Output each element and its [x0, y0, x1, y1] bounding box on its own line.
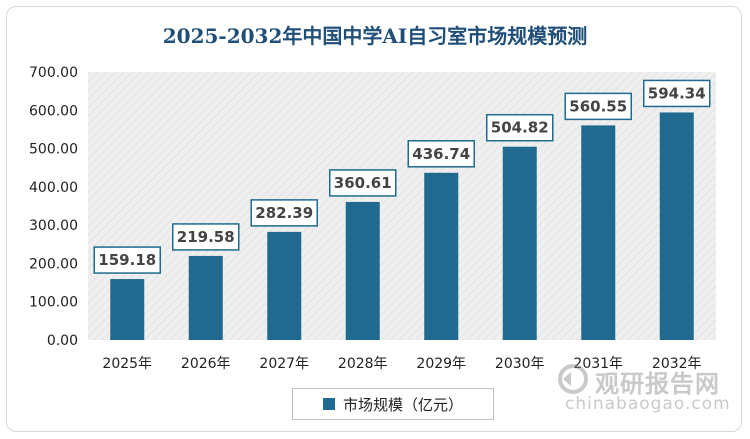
bar [581, 125, 616, 340]
bar [424, 172, 459, 340]
data-label-box [250, 199, 318, 227]
y-tick-label: 600.00 [29, 103, 78, 119]
bar [502, 146, 537, 340]
bar [188, 255, 223, 340]
x-tick-label: 2026年 [181, 356, 231, 372]
data-label-box [643, 79, 711, 108]
x-tick-label: 2031年 [573, 356, 623, 372]
data-label: 436.74 [412, 145, 470, 163]
legend-label: 市场规模（亿元） [342, 395, 463, 414]
y-tick-label: 200.00 [29, 256, 78, 272]
chart-title: 2025-2032年中国中学AI自习室市场规模预测 [162, 24, 588, 48]
bar [267, 231, 302, 340]
data-label: 360.61 [334, 174, 392, 192]
bar [110, 279, 145, 340]
y-tick-label: 100.00 [29, 295, 78, 311]
data-label: 159.18 [98, 251, 156, 269]
watermark-en-text: chinabaogao.com [565, 394, 731, 414]
watermark-cn-text: 观研报告网 [595, 370, 720, 398]
x-tick-label: 2032年 [652, 356, 702, 372]
x-tick-label: 2025年 [102, 356, 152, 372]
data-label: 504.82 [491, 119, 549, 137]
y-tick-label: 400.00 [29, 180, 78, 196]
y-tick-label: 300.00 [29, 218, 78, 234]
data-label-box [329, 169, 397, 197]
data-label-box [93, 246, 161, 274]
data-label-box [564, 92, 632, 121]
y-tick-label: 500.00 [29, 142, 78, 158]
bar [345, 201, 380, 340]
x-tick-label: 2028年 [338, 356, 388, 372]
chart-legend: 市场规模（亿元） [292, 388, 494, 420]
data-label-box [172, 223, 240, 251]
data-label: 219.58 [177, 228, 235, 246]
x-tick-label: 2027年 [259, 356, 309, 372]
legend-swatch [322, 398, 335, 410]
x-tick-label: 2030年 [495, 356, 545, 372]
watermark-logo-icon [558, 364, 588, 394]
data-label: 282.39 [255, 204, 313, 222]
data-label-box [486, 113, 554, 142]
bar [659, 112, 694, 340]
data-label-box [407, 140, 475, 168]
y-tick-label: 0.00 [47, 333, 78, 349]
y-tick-label: 700.00 [29, 65, 78, 81]
watermark: 观研报告网 chinabaogao.com [555, 362, 740, 420]
x-tick-label: 2029年 [416, 356, 466, 372]
data-label: 594.34 [648, 84, 706, 102]
data-label: 560.55 [569, 97, 627, 115]
